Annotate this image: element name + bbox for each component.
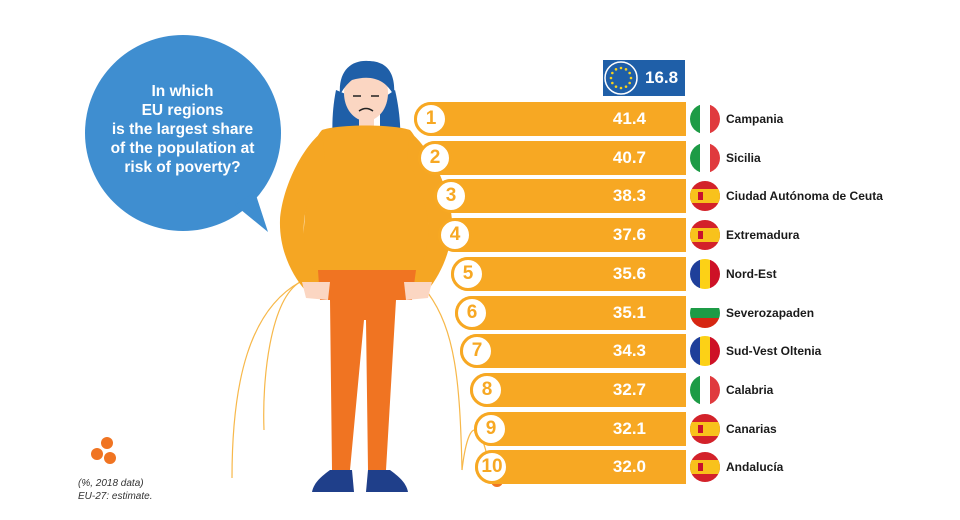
eu-flag-icon xyxy=(604,61,638,95)
value-label: 32.1 xyxy=(612,419,646,438)
rank-badge: 8 xyxy=(470,373,504,407)
spain-flag-icon xyxy=(690,181,720,211)
bar-row: 5 35.6 Nord-Est xyxy=(0,257,960,291)
region-label: Nord-Est xyxy=(726,267,777,281)
value-label: 32.0 xyxy=(612,457,646,476)
value-label: 37.6 xyxy=(612,225,646,244)
eu-star xyxy=(619,66,623,70)
bar xyxy=(475,450,686,484)
rank-badge: 6 xyxy=(455,296,489,330)
value-label: 38.3 xyxy=(612,186,646,205)
value-label: 34.3 xyxy=(612,341,646,360)
footnote-estimate: EU-27: estimate. xyxy=(78,491,153,502)
value-label: 32.7 xyxy=(612,380,646,399)
eu-star xyxy=(628,71,631,75)
rank-badge: 3 xyxy=(434,179,468,213)
eu-star xyxy=(611,71,614,75)
bar xyxy=(438,218,686,252)
region-label: Andalucía xyxy=(726,460,784,474)
eu-star xyxy=(619,86,623,90)
rank-badge: 4 xyxy=(438,218,472,252)
bar xyxy=(414,102,686,136)
eu-star xyxy=(614,68,618,71)
value-label: 35.6 xyxy=(612,264,646,283)
rank-badge: 10 xyxy=(475,450,509,484)
bar-row: 10 32.0 Andalucía xyxy=(0,450,960,484)
bar-row: 4 37.6 Extremadura xyxy=(0,218,960,252)
region-label: Ciudad Autónoma de Ceuta xyxy=(726,189,883,203)
region-label: Severozapaden xyxy=(726,306,815,320)
eu-star xyxy=(609,76,613,80)
spain-flag-icon xyxy=(690,414,720,444)
question-text: In which EU regions is the largest share… xyxy=(110,83,255,176)
footnote-units: (%, 2018 data) xyxy=(78,478,144,489)
region-label: Campania xyxy=(726,112,784,126)
region-label: Canarias xyxy=(726,422,777,436)
bulgaria-flag-icon xyxy=(690,298,720,328)
value-label: 40.7 xyxy=(612,148,646,167)
bar xyxy=(451,257,686,291)
eu-star xyxy=(628,81,631,85)
woman-figure xyxy=(279,60,453,492)
region-label: Calabria xyxy=(726,383,774,397)
rank-badge: 1 xyxy=(414,102,448,136)
region-label: Sicilia xyxy=(726,151,761,165)
italy-flag-icon xyxy=(690,375,720,405)
romania-flag-icon xyxy=(690,259,720,289)
spain-flag-icon xyxy=(690,452,720,482)
bar-row: 8 32.7 Calabria xyxy=(0,373,960,407)
romania-flag-icon xyxy=(690,336,720,366)
rank-badge: 7 xyxy=(460,334,494,368)
eu-star xyxy=(629,76,633,80)
bar xyxy=(455,296,686,330)
bar-row: 7 34.3 Sud-Vest Oltenia xyxy=(0,334,960,368)
bar xyxy=(418,141,686,175)
footnote: (%, 2018 data) EU-27: estimate. xyxy=(78,477,152,503)
region-label: Extremadura xyxy=(726,228,800,242)
bar-row: 2 40.7 Sicilia xyxy=(0,141,960,175)
italy-flag-icon xyxy=(690,104,720,134)
eu-star xyxy=(624,85,628,88)
italy-flag-icon xyxy=(690,143,720,173)
bar-row: 9 32.1 Canarias xyxy=(0,412,960,446)
eu-star xyxy=(624,68,628,71)
rank-badge: 9 xyxy=(474,412,508,446)
eu-value-label: 16.8 xyxy=(645,68,679,87)
bar xyxy=(460,334,686,368)
spain-flag-icon xyxy=(690,220,720,250)
region-label: Sud-Vest Oltenia xyxy=(726,344,822,358)
bar-row: 3 38.3 Ciudad Autónoma de Ceuta xyxy=(0,179,960,213)
bar xyxy=(470,373,686,407)
value-label: 35.1 xyxy=(612,303,646,322)
rank-badge: 5 xyxy=(451,257,485,291)
bar xyxy=(434,179,686,213)
eu-star xyxy=(611,81,614,85)
value-label: 41.4 xyxy=(612,109,646,128)
bar-row: 1 41.4 Campania xyxy=(0,102,960,136)
bar xyxy=(474,412,686,446)
bar-row: 6 35.1 Severozapaden xyxy=(0,296,960,330)
speech-bubble xyxy=(85,35,281,232)
eu-star xyxy=(614,85,618,88)
rank-badge: 2 xyxy=(418,141,452,175)
